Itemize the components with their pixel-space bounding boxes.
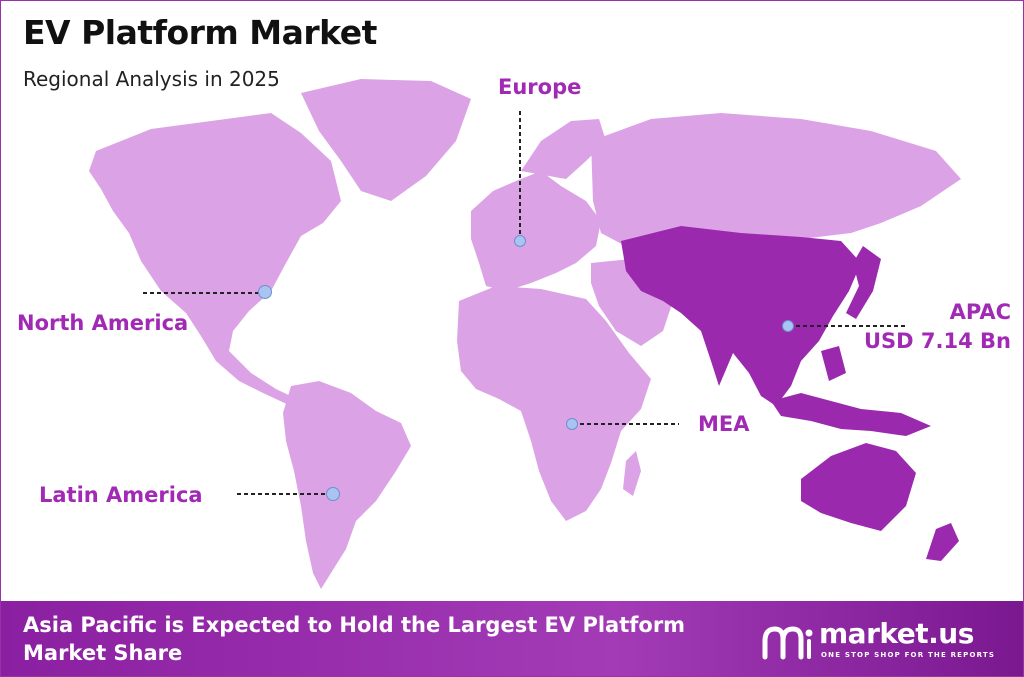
greenland-shape xyxy=(301,79,471,201)
africa-shape xyxy=(457,286,651,521)
market-us-logo-icon xyxy=(762,626,813,660)
mea-label: MEA xyxy=(698,412,750,436)
footer-banner: Asia Pacific is Expected to Hold the Lar… xyxy=(1,601,1023,676)
russia-shape xyxy=(591,113,961,249)
latin-america-marker-icon xyxy=(326,487,340,501)
north-america-marker-icon xyxy=(258,285,272,299)
footer-headline: Asia Pacific is Expected to Hold the Lar… xyxy=(23,613,686,665)
latin-america-label: Latin America xyxy=(39,483,203,507)
apac-mainland-shape xyxy=(621,226,861,406)
maritime-asia-shape xyxy=(771,346,931,436)
europe-shape xyxy=(471,171,601,291)
australia-shape xyxy=(801,443,916,531)
south-america-shape xyxy=(283,381,411,589)
apac-name: APAC xyxy=(949,300,1011,324)
apac-label: APAC USD 7.14 Bn xyxy=(861,298,1011,356)
europe-label: Europe xyxy=(498,75,582,99)
page-title: EV Platform Market xyxy=(23,13,377,52)
page-subtitle: Regional Analysis in 2025 xyxy=(23,67,280,91)
japan-shape xyxy=(846,246,881,319)
world-map xyxy=(89,79,961,589)
apac-value: USD 7.14 Bn xyxy=(864,329,1011,353)
brand-block: market.us ONE STOP SHOP FOR THE REPORTS xyxy=(761,617,1011,667)
mea-marker-icon xyxy=(566,418,578,430)
brand-name: market.us xyxy=(819,617,974,650)
madagascar-shape xyxy=(623,451,641,496)
europe-marker-icon xyxy=(514,235,526,247)
apac-marker-icon xyxy=(782,320,794,332)
north-america-shape xyxy=(89,113,341,406)
north-america-label: North America xyxy=(17,311,189,335)
new-zealand-shape xyxy=(926,523,959,561)
scandinavia-shape xyxy=(521,119,606,179)
brand-tagline: ONE STOP SHOP FOR THE REPORTS xyxy=(821,651,996,659)
